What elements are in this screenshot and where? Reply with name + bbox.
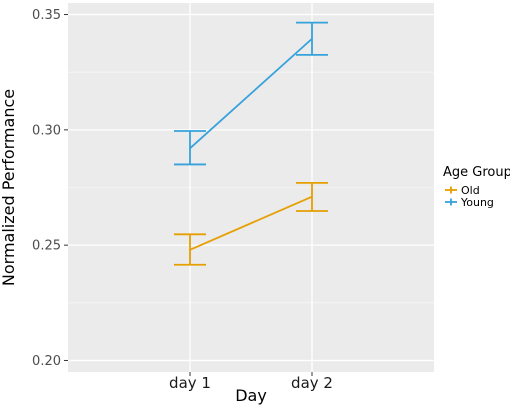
legend-swatch (445, 198, 457, 206)
series-young (174, 21, 328, 166)
legend-item-young: Young (445, 196, 494, 209)
x-tick-label: day 2 (291, 374, 333, 392)
legend-title: Age Group (443, 165, 510, 180)
y-tick-label: 0.35 (32, 8, 61, 23)
error-bar (296, 181, 328, 212)
minor-gridlines (68, 71, 434, 304)
y-axis-title: Normalized Performance (0, 89, 18, 286)
y-tick-label: 0.25 (32, 239, 61, 254)
series-old (174, 181, 328, 266)
error-bar (296, 21, 328, 56)
legend-label: Old (461, 184, 480, 197)
x-axis-ticks: day 1 day 2 (169, 372, 333, 392)
x-tick-label: day 1 (169, 374, 211, 392)
legend-swatch (445, 186, 457, 194)
legend-label: Young (460, 196, 494, 209)
error-bar (174, 130, 206, 166)
y-tick-label: 0.30 (32, 123, 61, 138)
legend-item-old: Old (445, 184, 480, 197)
series-line (189, 38, 313, 149)
series-layer (174, 21, 328, 266)
y-tick-label: 0.20 (32, 354, 61, 369)
y-axis-ticks: 0.20 0.25 0.30 0.35 (32, 8, 68, 369)
x-axis-title: Day (235, 386, 267, 405)
error-bar (174, 233, 206, 266)
series-line (189, 195, 313, 251)
